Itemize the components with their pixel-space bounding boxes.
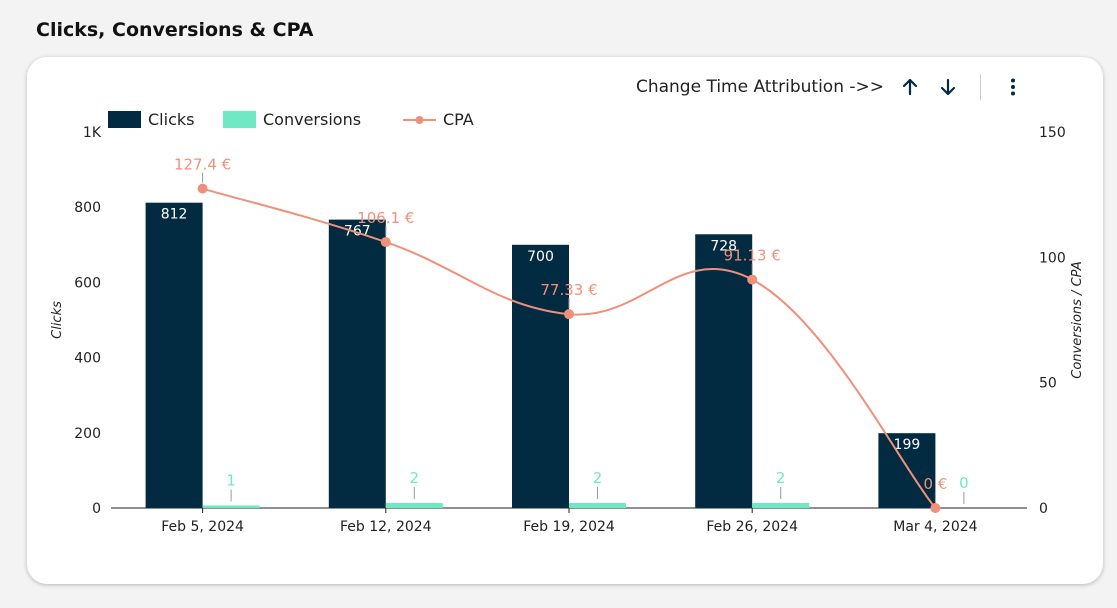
y-right-tick-label: 0: [1039, 501, 1048, 517]
y-right-tick-label: 150: [1039, 125, 1066, 141]
cpa-data-label: 127.4 €: [174, 156, 231, 174]
conversions-bar: [569, 502, 626, 508]
arrow-down-icon[interactable]: [936, 75, 960, 99]
clicks-data-label: 700: [527, 249, 554, 265]
y-left-tick-label: 200: [74, 426, 101, 442]
y-left-tick-label: 800: [74, 200, 101, 216]
chart-card: 0 200 400 600 800 1K 0 50 100 150 Clicks Conversion…: [27, 57, 1103, 584]
change-time-attribution-label[interactable]: Change Time Attribution ->>: [635, 77, 884, 97]
y-left-tick-label: 1K: [83, 125, 102, 141]
conversions-data-label: 2: [410, 469, 420, 487]
cpa-point: [747, 274, 758, 285]
clicks-bar: [328, 219, 386, 508]
x-tick-label: Mar 4, 2024: [893, 519, 977, 535]
y-right-tick-label: 100: [1039, 250, 1066, 266]
chart-toolbar: Change Time Attribution ->>: [636, 74, 1025, 100]
cpa-point: [564, 309, 574, 320]
page-title: Clicks, Conversions & CPA: [36, 19, 314, 41]
kebab-menu-icon[interactable]: [1001, 75, 1025, 99]
conversions-bar: [752, 502, 810, 508]
legend-label: Clicks: [148, 110, 194, 129]
x-tick-label: Feb 26, 2024: [706, 519, 798, 535]
clicks-data-label: 199: [894, 437, 921, 453]
y-left-tick-label: 600: [74, 275, 101, 291]
combo-chart: 0 200 400 600 800 1K 0 50 100 150 Clicks Conversion…: [50, 110, 1085, 535]
cpa-data-label: 106.1 €: [357, 209, 414, 227]
legend-label: CPA: [443, 110, 474, 129]
clicks-bar: [512, 244, 569, 509]
toolbar-divider: [980, 74, 981, 100]
cpa-point: [380, 237, 391, 248]
cpa-data-label: 0 €: [923, 475, 947, 493]
x-tick-label: Feb 5, 2024: [161, 519, 244, 535]
cpa-point: [197, 183, 208, 194]
arrow-up-icon[interactable]: [898, 75, 922, 99]
legend-swatch: [223, 111, 256, 128]
y-right-tick-label: 50: [1039, 376, 1057, 392]
legend-swatch: [108, 111, 141, 128]
cpa-data-label: 77.33 €: [540, 281, 597, 299]
x-tick-label: Feb 12, 2024: [340, 519, 432, 535]
y-left-tick-label: 400: [74, 351, 101, 367]
y-left-tick-label: 0: [92, 501, 101, 517]
conversions-data-label: 0: [959, 474, 969, 492]
cpa-point: [930, 503, 941, 513]
conversions-bar: [202, 505, 260, 508]
clicks-bar: [695, 234, 753, 508]
x-tick-label: Feb 19, 2024: [523, 519, 615, 535]
clicks-bar: [145, 202, 203, 509]
y-right-axis-title: Conversions / CPA: [1070, 261, 1085, 378]
conversions-data-label: 1: [226, 471, 236, 489]
clicks-data-label: 812: [161, 207, 188, 223]
legend-label: Conversions: [263, 110, 361, 129]
y-left-axis-title: Clicks: [50, 301, 65, 339]
conversions-bar: [385, 502, 443, 508]
cpa-line: [202, 187, 937, 509]
clicks-data-label: 728: [710, 238, 737, 254]
conversions-data-label: 2: [776, 469, 786, 487]
cpa-data-label: 91.13 €: [724, 247, 781, 265]
legend-swatch-dot: [415, 116, 424, 124]
conversions-data-label: 2: [593, 469, 603, 487]
